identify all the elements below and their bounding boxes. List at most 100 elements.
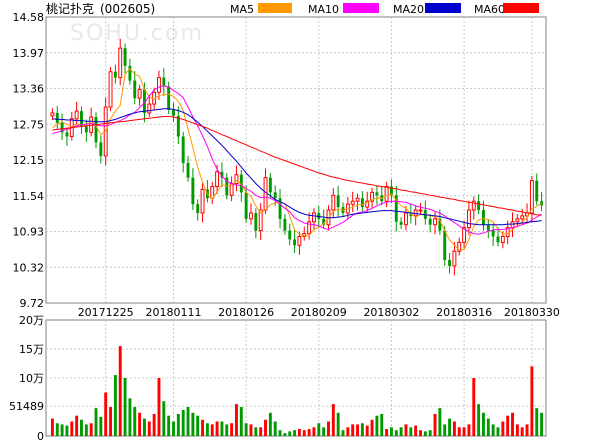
volume-bar [496, 427, 500, 436]
volume-bar [80, 419, 83, 436]
volume-bar [486, 418, 490, 436]
candle-body [336, 195, 340, 208]
volume-bar [89, 423, 93, 436]
candle-body [491, 230, 495, 237]
candle-body [108, 71, 113, 108]
volume-bar [322, 427, 326, 436]
volume-bar [60, 424, 64, 436]
candle-body [317, 212, 321, 219]
candle-body [288, 230, 292, 240]
volume-bar [482, 412, 485, 436]
volume-bar [515, 424, 519, 436]
candle-body [283, 218, 287, 231]
volume-bar [239, 407, 243, 436]
volume-bar [491, 424, 495, 436]
candle-body [307, 221, 312, 235]
candle-body [535, 180, 539, 202]
volume-bar [293, 430, 297, 436]
volume-bar [84, 424, 88, 436]
candle-body [181, 136, 185, 163]
price-axis: 14.58 13.97 13.36 12.75 12.15 11.54 10.93 10.32… [13, 11, 45, 310]
volume-bar [186, 407, 190, 436]
price-tick-label: 11.54 [13, 190, 45, 203]
volume-bar [94, 408, 98, 436]
volume-bar [230, 423, 234, 436]
candle-body [142, 89, 146, 113]
price-tick-label: 10.93 [13, 226, 45, 239]
candle-body [172, 109, 175, 116]
volume-bar [506, 415, 510, 436]
candle-body [80, 111, 83, 127]
volume-axis: 20万 15万 10万 51489 0 [9, 314, 44, 440]
volume-bar [70, 421, 74, 436]
volume-bar [356, 424, 359, 436]
volume-tick-label: 15万 [19, 343, 44, 356]
volume-bar [205, 423, 209, 436]
volume-bar [147, 421, 151, 436]
candle-body [466, 209, 471, 229]
candle-body [84, 126, 88, 133]
price-tick-label: 9.72 [20, 297, 45, 310]
price-tick-label: 13.36 [13, 83, 45, 96]
candle-body [500, 236, 505, 243]
volume-bar [254, 427, 258, 436]
volume-bar [380, 413, 384, 436]
volume-bar [375, 415, 379, 436]
candle-body [322, 218, 326, 225]
volume-bar [249, 424, 253, 436]
candle-body [128, 65, 132, 81]
volume-bar [525, 424, 529, 436]
volume-bar [448, 418, 452, 436]
date-tick-label: 20180126 [218, 306, 274, 319]
volume-tick-label: 51489 [9, 400, 44, 413]
candle-body [457, 241, 462, 252]
candle-body [249, 212, 253, 220]
candle-body [273, 192, 277, 199]
candle-body [55, 112, 59, 123]
price-tick-label: 10.32 [13, 261, 45, 274]
candle-body [50, 112, 55, 117]
candle-body [162, 77, 166, 87]
volume-bar [452, 421, 456, 436]
volume-tick-label: 0 [37, 430, 44, 440]
candle-body [428, 218, 432, 225]
candle-body [258, 209, 263, 232]
candle-body [331, 194, 336, 211]
candle-body [186, 162, 190, 178]
volume-tick-label: 20万 [19, 314, 44, 327]
date-tick-label: 20180316 [436, 306, 492, 319]
candle-body [477, 201, 481, 211]
volume-bar [142, 418, 146, 436]
volume-bar [278, 430, 282, 436]
volume-bar [235, 404, 238, 436]
volume-bar [75, 415, 79, 436]
volume-bar [409, 427, 413, 436]
legend-ma10-label: MA10 [308, 3, 339, 16]
candle-body [234, 174, 239, 185]
volume-bar [365, 425, 369, 436]
volume-bar [50, 418, 54, 436]
price-tick-label: 13.97 [13, 47, 45, 60]
candle-body [225, 177, 229, 196]
price-tick-label: 12.75 [13, 118, 45, 131]
date-tick-label: 20180209 [291, 306, 347, 319]
volume-bar [462, 427, 466, 436]
candle-body [375, 192, 379, 196]
stock-name: 桃记扑克 [46, 1, 94, 16]
volume-bar [477, 404, 481, 436]
volume-bar [389, 427, 393, 436]
candle-body [389, 186, 393, 196]
volume-bar [181, 409, 185, 436]
volume-bar [128, 398, 132, 436]
volume-bar [438, 408, 442, 436]
candle-body [196, 204, 200, 213]
candle-body [365, 200, 370, 208]
volume-bar [109, 407, 112, 436]
ma20-line [52, 108, 542, 226]
volume-bar [118, 346, 122, 436]
volume-bar [399, 427, 403, 436]
candle-body [147, 103, 152, 114]
candle-body [123, 48, 127, 66]
date-tick-label: 20180302 [363, 306, 419, 319]
volume-bar [302, 430, 306, 436]
